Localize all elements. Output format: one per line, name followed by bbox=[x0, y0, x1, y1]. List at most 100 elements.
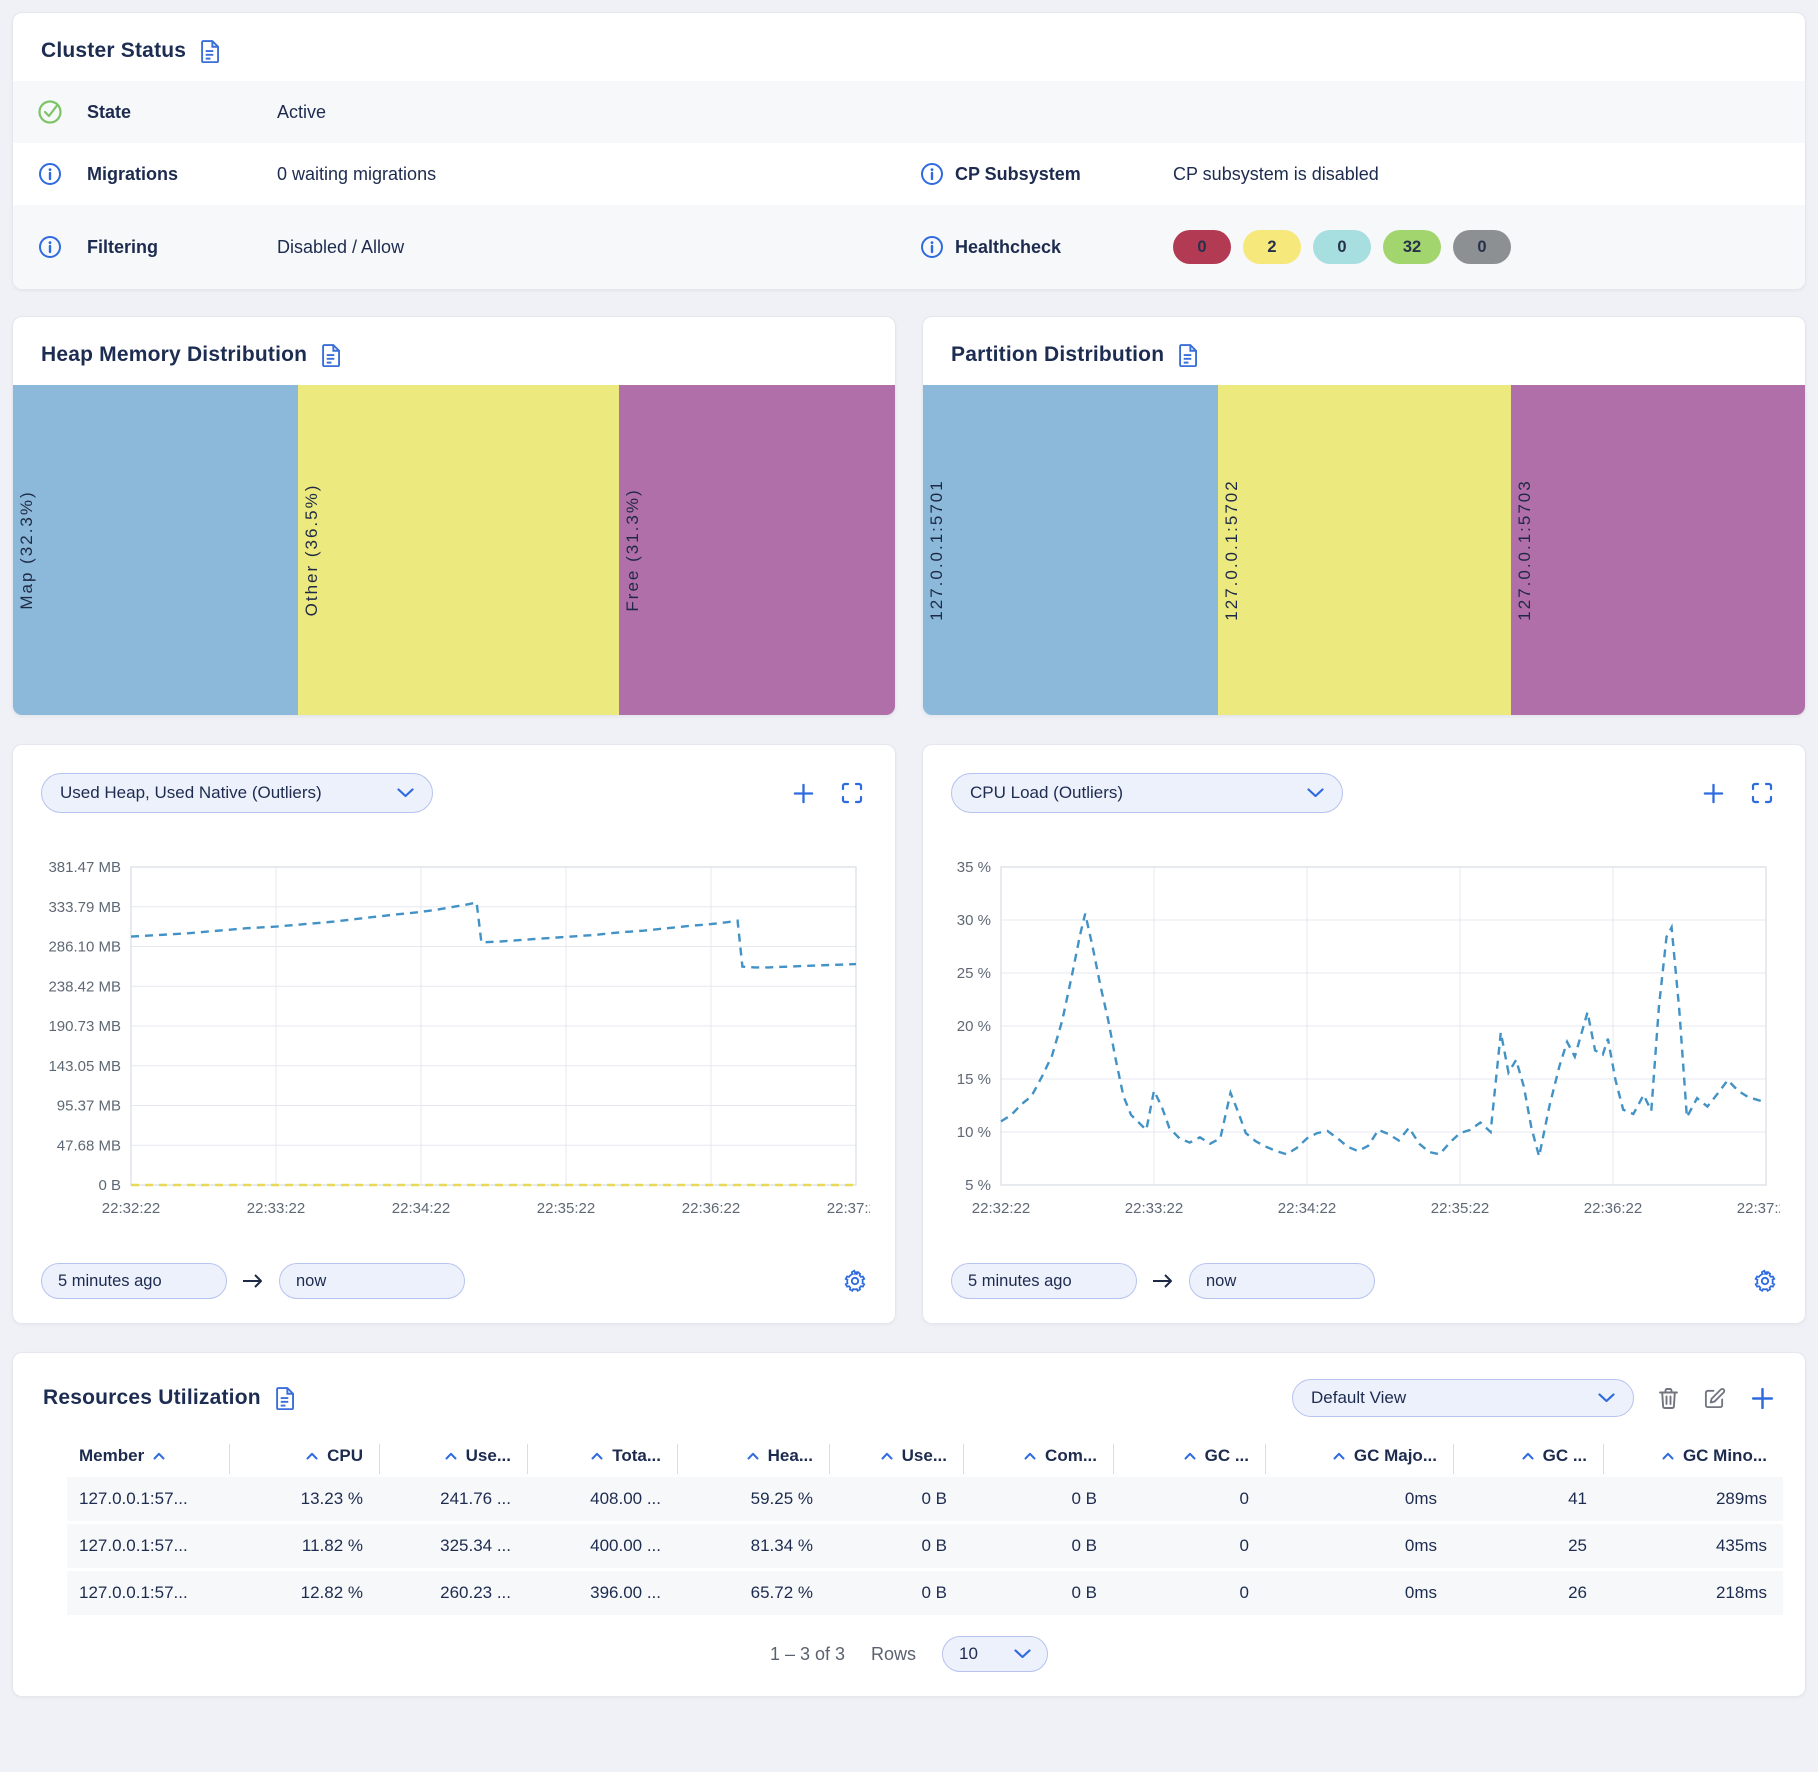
svg-text:95.37 MB: 95.37 MB bbox=[57, 1098, 121, 1115]
metric-selector-value: CPU Load (Outliers) bbox=[970, 783, 1124, 802]
svg-text:22:33:22: 22:33:22 bbox=[1125, 1200, 1183, 1217]
rows-per-page-value: 10 bbox=[959, 1644, 978, 1663]
metric-cell: 59.25 % bbox=[677, 1477, 829, 1521]
metric-cell: 81.34 % bbox=[677, 1524, 829, 1568]
svg-text:22:36:22: 22:36:22 bbox=[682, 1200, 740, 1217]
time-from-input[interactable]: 5 minutes ago bbox=[951, 1263, 1137, 1299]
docs-icon[interactable] bbox=[200, 39, 220, 63]
treemap-segment: Free (31.3%) bbox=[619, 385, 895, 715]
column-header[interactable]: GC ... bbox=[1453, 1444, 1603, 1474]
svg-text:22:34:22: 22:34:22 bbox=[392, 1200, 450, 1217]
docs-icon[interactable] bbox=[275, 1386, 294, 1410]
svg-text:30 %: 30 % bbox=[957, 912, 991, 929]
svg-text:20 %: 20 % bbox=[957, 1018, 991, 1035]
treemap-segment: 127.0.0.1:5703 bbox=[1511, 385, 1805, 715]
treemap-segment-label: Map (32.3%) bbox=[17, 490, 36, 610]
panel-title: Cluster Status bbox=[41, 39, 187, 62]
member-cell: 127.0.0.1:57... bbox=[67, 1477, 229, 1521]
chart-settings-button[interactable] bbox=[843, 1269, 867, 1293]
rows-per-page-label: Rows bbox=[871, 1643, 917, 1664]
svg-text:143.05 MB: 143.05 MB bbox=[48, 1058, 121, 1075]
fullscreen-button[interactable] bbox=[841, 782, 863, 804]
column-header[interactable]: Member bbox=[67, 1444, 229, 1474]
metric-cell: 41 bbox=[1453, 1477, 1603, 1521]
column-header[interactable]: GC Mino... bbox=[1603, 1444, 1783, 1474]
sort-caret-icon bbox=[306, 1452, 318, 1460]
metric-selector[interactable]: Used Heap, Used Native (Outliers) bbox=[41, 773, 433, 813]
fullscreen-icon bbox=[1751, 782, 1773, 804]
column-header[interactable]: CPU bbox=[229, 1444, 379, 1474]
treemap-segment: 127.0.0.1:5701 bbox=[923, 385, 1219, 715]
metric-cell: 0 B bbox=[829, 1524, 963, 1568]
metric-cell: 65.72 % bbox=[677, 1571, 829, 1615]
svg-text:25 %: 25 % bbox=[957, 965, 991, 982]
svg-text:22:35:22: 22:35:22 bbox=[537, 1200, 595, 1217]
time-to-input[interactable]: now bbox=[1189, 1263, 1375, 1299]
rows-per-page-selector[interactable]: 10 bbox=[942, 1636, 1049, 1672]
metric-cell: 25 bbox=[1453, 1524, 1603, 1568]
column-header[interactable]: Use... bbox=[829, 1444, 963, 1474]
docs-icon[interactable] bbox=[321, 343, 341, 367]
metric-cell: 0ms bbox=[1265, 1571, 1453, 1615]
healthcheck-badge: 0 bbox=[1313, 230, 1371, 264]
add-view-button[interactable] bbox=[1750, 1386, 1775, 1411]
time-to-input[interactable]: now bbox=[279, 1263, 465, 1299]
view-selector[interactable]: Default View bbox=[1292, 1379, 1634, 1417]
metric-selector[interactable]: CPU Load (Outliers) bbox=[951, 773, 1343, 813]
plus-icon bbox=[1751, 1387, 1774, 1409]
column-header[interactable]: Use... bbox=[379, 1444, 527, 1474]
treemap-segment-label: Other (36.5%) bbox=[301, 483, 321, 617]
state-label: State bbox=[87, 101, 132, 122]
plus-icon bbox=[1703, 783, 1724, 803]
filtering-row: Filtering Disabled / Allow Healthcheck 0… bbox=[13, 205, 1805, 289]
svg-text:333.79 MB: 333.79 MB bbox=[48, 899, 121, 916]
chart-settings-button[interactable] bbox=[1753, 1269, 1777, 1293]
metric-cell: 396.00 ... bbox=[527, 1571, 677, 1615]
svg-text:381.47 MB: 381.47 MB bbox=[48, 859, 121, 876]
metric-cell: 12.82 % bbox=[229, 1571, 379, 1615]
column-header[interactable]: Com... bbox=[963, 1444, 1113, 1474]
info-icon[interactable] bbox=[909, 162, 955, 186]
metric-cell: 0 bbox=[1113, 1571, 1265, 1615]
cp-subsystem-label: CP Subsystem bbox=[955, 163, 1081, 184]
svg-text:22:37:22: 22:37:22 bbox=[1737, 1200, 1780, 1217]
metric-cell: 13.23 % bbox=[229, 1477, 379, 1521]
svg-text:22:32:22: 22:32:22 bbox=[102, 1200, 160, 1217]
docs-icon[interactable] bbox=[1178, 343, 1198, 367]
svg-text:0 B: 0 B bbox=[98, 1177, 121, 1194]
svg-text:47.68 MB: 47.68 MB bbox=[57, 1137, 121, 1154]
info-icon[interactable] bbox=[909, 235, 955, 259]
sort-caret-icon bbox=[153, 1452, 165, 1460]
chevron-down-icon bbox=[1307, 788, 1324, 798]
treemap-segment-label: 127.0.0.1:5702 bbox=[1222, 479, 1242, 621]
info-icon[interactable] bbox=[13, 235, 87, 259]
edit-view-button[interactable] bbox=[1703, 1387, 1726, 1410]
migrations-value: 0 waiting migrations bbox=[277, 163, 437, 184]
pagination-range: 1 – 3 of 3 bbox=[769, 1643, 846, 1664]
treemap-segment: Other (36.5%) bbox=[297, 385, 620, 715]
metric-cell: 0 B bbox=[963, 1571, 1113, 1615]
svg-text:22:34:22: 22:34:22 bbox=[1278, 1200, 1336, 1217]
treemap-segment: 127.0.0.1:5702 bbox=[1218, 385, 1512, 715]
cluster-status-panel: Cluster Status State Active Migrations 0… bbox=[12, 12, 1806, 290]
column-header[interactable]: Hea... bbox=[677, 1444, 829, 1474]
plus-icon bbox=[793, 783, 814, 803]
column-header[interactable]: GC Majo... bbox=[1265, 1444, 1453, 1474]
delete-view-button[interactable] bbox=[1658, 1387, 1679, 1410]
gear-icon bbox=[1754, 1269, 1776, 1293]
column-header[interactable]: GC ... bbox=[1113, 1444, 1265, 1474]
heap-memory-distribution-panel: Heap Memory Distribution Map (32.3%) Othe… bbox=[12, 316, 896, 716]
healthcheck-label: Healthcheck bbox=[955, 236, 1062, 257]
metric-cell: 289ms bbox=[1603, 1477, 1783, 1521]
table-row: 127.0.0.1:57... 12.82 % 260.23 ... 396.00 .… bbox=[67, 1571, 1783, 1615]
add-chart-button[interactable] bbox=[792, 782, 815, 805]
treemap-segment-label: 127.0.0.1:5703 bbox=[1515, 479, 1535, 621]
time-from-input[interactable]: 5 minutes ago bbox=[41, 1263, 227, 1299]
sort-caret-icon bbox=[445, 1452, 457, 1460]
info-icon[interactable] bbox=[13, 162, 87, 186]
column-header[interactable]: Tota... bbox=[527, 1444, 677, 1474]
add-chart-button[interactable] bbox=[1702, 782, 1725, 805]
fullscreen-button[interactable] bbox=[1751, 782, 1773, 804]
svg-text:22:37:22: 22:37:22 bbox=[827, 1200, 870, 1217]
cpu-load-chart: 35 % 30 % 25 % 20 % 15 % 10 % 5 % 22:32:22 22:33… bbox=[957, 859, 1780, 1217]
